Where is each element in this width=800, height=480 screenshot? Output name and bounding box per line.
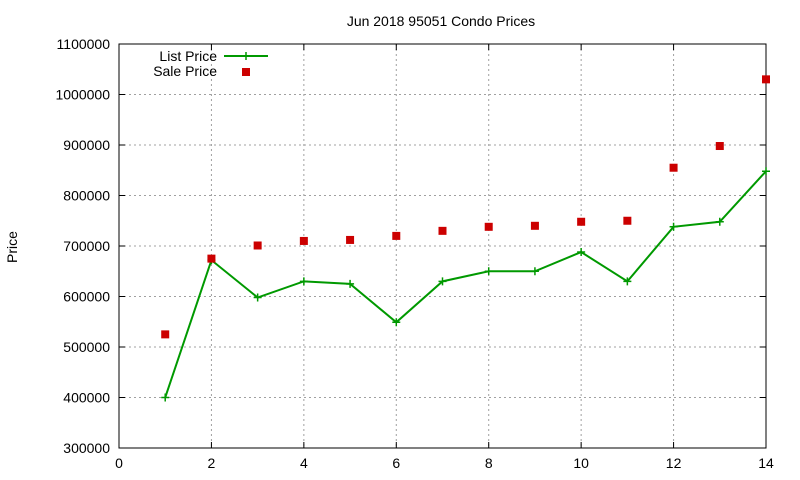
sale-price-point xyxy=(669,163,678,172)
series-layer xyxy=(161,75,770,402)
y-tick-label: 500000 xyxy=(63,339,110,355)
y-tick-label: 800000 xyxy=(63,188,110,204)
legend-marker-list-price xyxy=(242,52,250,60)
list-price-point xyxy=(715,217,724,226)
y-tick-label: 600000 xyxy=(63,289,110,305)
y-tick-label: 900000 xyxy=(63,137,110,153)
plot-border xyxy=(118,43,767,449)
sale-price-point xyxy=(715,142,724,151)
y-tick-label: 700000 xyxy=(63,238,110,254)
x-tick-label: 14 xyxy=(758,455,774,471)
list-price-point xyxy=(762,167,770,176)
sale-price-point xyxy=(299,236,308,245)
y-axis-label: Price xyxy=(4,231,20,263)
x-tick-label: 8 xyxy=(485,455,493,471)
list-price-point xyxy=(484,267,493,276)
sale-price-point xyxy=(577,217,586,226)
sale-price-point xyxy=(253,241,262,250)
y-tick-label: 1100000 xyxy=(57,36,111,52)
list-price-point xyxy=(299,277,308,286)
x-tick-label: 10 xyxy=(573,455,589,471)
list-price-point xyxy=(530,267,539,276)
list-price-line xyxy=(164,170,767,398)
list-price-point xyxy=(438,277,447,286)
sale-price-point xyxy=(438,226,447,235)
axis-ticks: 300000 400000 500000 600000 700000 800000 9000… xyxy=(55,36,774,471)
y-tick-label: 1000000 xyxy=(55,87,110,103)
x-tick-label: 12 xyxy=(666,455,682,471)
list-price-point xyxy=(346,279,355,288)
x-tick-label: 0 xyxy=(115,455,123,471)
legend-label-list-price: List Price xyxy=(159,48,217,64)
y-tick-label: 300000 xyxy=(63,440,110,456)
list-price-point xyxy=(623,277,632,286)
sale-price-point xyxy=(346,235,355,244)
x-tick-label: 6 xyxy=(392,455,400,471)
list-price-point xyxy=(392,318,401,327)
list-price-point xyxy=(669,222,678,231)
list-price-point xyxy=(253,293,262,302)
sale-price-point xyxy=(161,330,170,339)
list-price-point xyxy=(161,393,170,402)
grid xyxy=(119,44,766,448)
chart-title: Jun 2018 95051 Condo Prices xyxy=(347,13,535,29)
y-tick-label: 400000 xyxy=(63,390,110,406)
sale-price-point xyxy=(207,254,216,263)
x-tick-label: 2 xyxy=(208,455,216,471)
sale-price-point xyxy=(623,216,632,225)
legend-label-sale-price: Sale Price xyxy=(153,63,217,79)
sale-price-point xyxy=(484,222,493,231)
sale-price-point xyxy=(392,231,401,240)
list-price-point xyxy=(577,248,586,257)
legend-marker-sale-price xyxy=(242,68,250,76)
sale-price-point xyxy=(530,221,539,230)
sale-price-point xyxy=(762,75,770,84)
x-tick-label: 4 xyxy=(300,455,308,471)
